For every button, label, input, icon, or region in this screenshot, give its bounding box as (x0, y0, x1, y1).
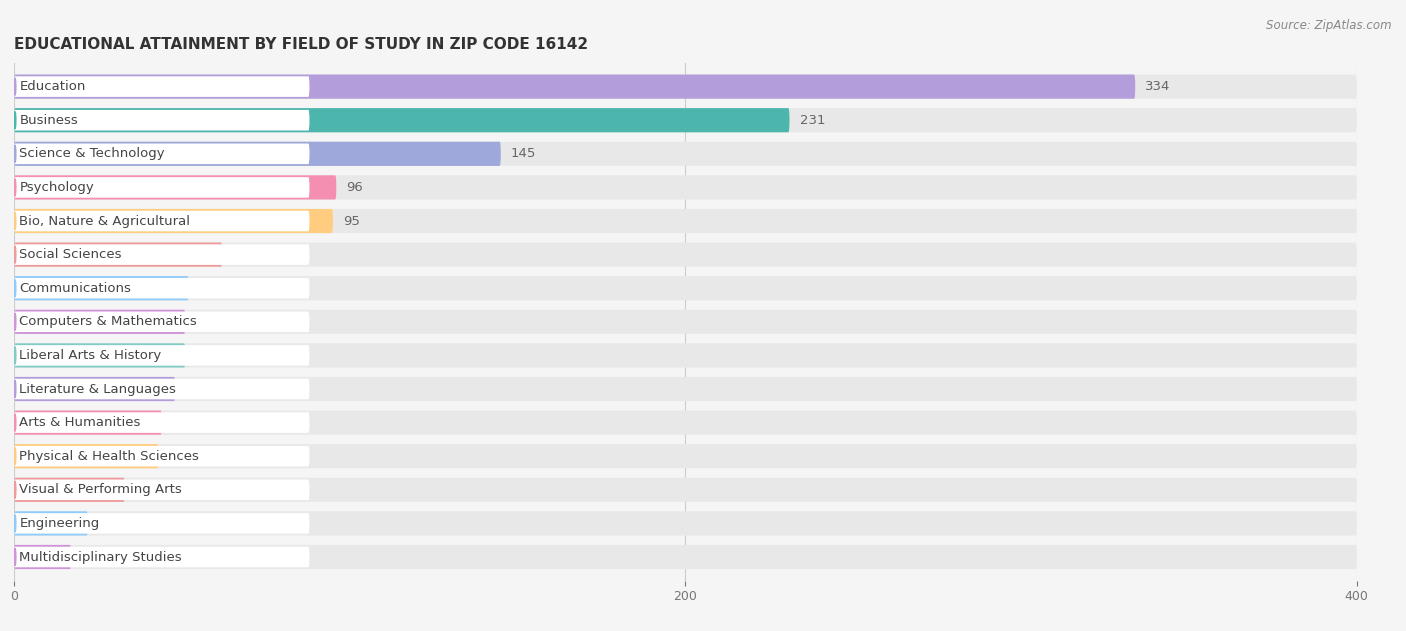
Text: EDUCATIONAL ATTAINMENT BY FIELD OF STUDY IN ZIP CODE 16142: EDUCATIONAL ATTAINMENT BY FIELD OF STUDY… (14, 37, 588, 52)
Text: Literature & Languages: Literature & Languages (20, 382, 176, 396)
Text: Physical & Health Sciences: Physical & Health Sciences (20, 450, 200, 463)
Circle shape (14, 515, 15, 532)
FancyBboxPatch shape (14, 209, 1357, 233)
Text: Source: ZipAtlas.com: Source: ZipAtlas.com (1267, 19, 1392, 32)
Text: Computers & Mathematics: Computers & Mathematics (20, 316, 197, 328)
FancyBboxPatch shape (14, 276, 188, 300)
FancyBboxPatch shape (14, 511, 1357, 536)
FancyBboxPatch shape (14, 545, 72, 569)
FancyBboxPatch shape (14, 76, 309, 97)
Text: Science & Technology: Science & Technology (20, 147, 165, 160)
FancyBboxPatch shape (14, 446, 309, 466)
FancyBboxPatch shape (14, 377, 176, 401)
Text: 145: 145 (510, 147, 536, 160)
FancyBboxPatch shape (14, 511, 89, 536)
FancyBboxPatch shape (14, 276, 1357, 300)
Circle shape (14, 213, 15, 230)
Text: 334: 334 (1146, 80, 1171, 93)
FancyBboxPatch shape (14, 108, 1357, 133)
FancyBboxPatch shape (14, 312, 309, 332)
Circle shape (14, 380, 15, 398)
FancyBboxPatch shape (14, 379, 309, 399)
Text: 231: 231 (800, 114, 825, 127)
Text: 43: 43 (169, 450, 186, 463)
FancyBboxPatch shape (14, 110, 309, 131)
Text: Bio, Nature & Agricultural: Bio, Nature & Agricultural (20, 215, 190, 228)
Text: Business: Business (20, 114, 77, 127)
Circle shape (14, 313, 15, 331)
FancyBboxPatch shape (14, 310, 1357, 334)
Text: Social Sciences: Social Sciences (20, 248, 122, 261)
Text: 44: 44 (172, 416, 188, 429)
FancyBboxPatch shape (14, 278, 309, 298)
FancyBboxPatch shape (14, 478, 125, 502)
Text: 22: 22 (98, 517, 115, 530)
FancyBboxPatch shape (14, 310, 186, 334)
FancyBboxPatch shape (14, 175, 1357, 199)
FancyBboxPatch shape (14, 444, 1357, 468)
FancyBboxPatch shape (14, 412, 309, 433)
FancyBboxPatch shape (14, 209, 333, 233)
FancyBboxPatch shape (14, 343, 1357, 367)
Text: Education: Education (20, 80, 86, 93)
Text: Communications: Communications (20, 281, 131, 295)
FancyBboxPatch shape (14, 175, 336, 199)
Text: 17: 17 (82, 550, 98, 563)
Text: Engineering: Engineering (20, 517, 100, 530)
FancyBboxPatch shape (14, 377, 1357, 401)
Text: Liberal Arts & History: Liberal Arts & History (20, 349, 162, 362)
Circle shape (14, 447, 15, 465)
FancyBboxPatch shape (14, 142, 1357, 166)
Text: 48: 48 (186, 382, 202, 396)
FancyBboxPatch shape (14, 142, 501, 166)
Text: 62: 62 (232, 248, 249, 261)
FancyBboxPatch shape (14, 545, 1357, 569)
FancyBboxPatch shape (14, 211, 309, 232)
FancyBboxPatch shape (14, 244, 309, 265)
Circle shape (14, 280, 15, 297)
FancyBboxPatch shape (14, 480, 309, 500)
Circle shape (14, 414, 15, 431)
Text: Visual & Performing Arts: Visual & Performing Arts (20, 483, 181, 497)
Text: 52: 52 (198, 281, 215, 295)
Text: 33: 33 (135, 483, 152, 497)
Circle shape (14, 246, 15, 263)
FancyBboxPatch shape (14, 108, 790, 133)
Text: 95: 95 (343, 215, 360, 228)
Circle shape (14, 347, 15, 364)
FancyBboxPatch shape (14, 546, 309, 567)
FancyBboxPatch shape (14, 242, 1357, 267)
FancyBboxPatch shape (14, 411, 162, 435)
FancyBboxPatch shape (14, 177, 309, 198)
Circle shape (14, 179, 15, 196)
Text: 96: 96 (346, 181, 363, 194)
FancyBboxPatch shape (14, 444, 159, 468)
Text: Arts & Humanities: Arts & Humanities (20, 416, 141, 429)
Circle shape (14, 481, 15, 498)
Circle shape (14, 112, 15, 129)
Text: 51: 51 (195, 349, 212, 362)
FancyBboxPatch shape (14, 478, 1357, 502)
Text: Multidisciplinary Studies: Multidisciplinary Studies (20, 550, 181, 563)
FancyBboxPatch shape (14, 345, 309, 366)
Circle shape (14, 78, 15, 95)
FancyBboxPatch shape (14, 242, 222, 267)
FancyBboxPatch shape (14, 143, 309, 164)
FancyBboxPatch shape (14, 74, 1357, 98)
Text: 51: 51 (195, 316, 212, 328)
FancyBboxPatch shape (14, 513, 309, 534)
Circle shape (14, 548, 15, 565)
Text: Psychology: Psychology (20, 181, 94, 194)
FancyBboxPatch shape (14, 411, 1357, 435)
Circle shape (14, 145, 15, 162)
FancyBboxPatch shape (14, 343, 186, 367)
FancyBboxPatch shape (14, 74, 1135, 98)
